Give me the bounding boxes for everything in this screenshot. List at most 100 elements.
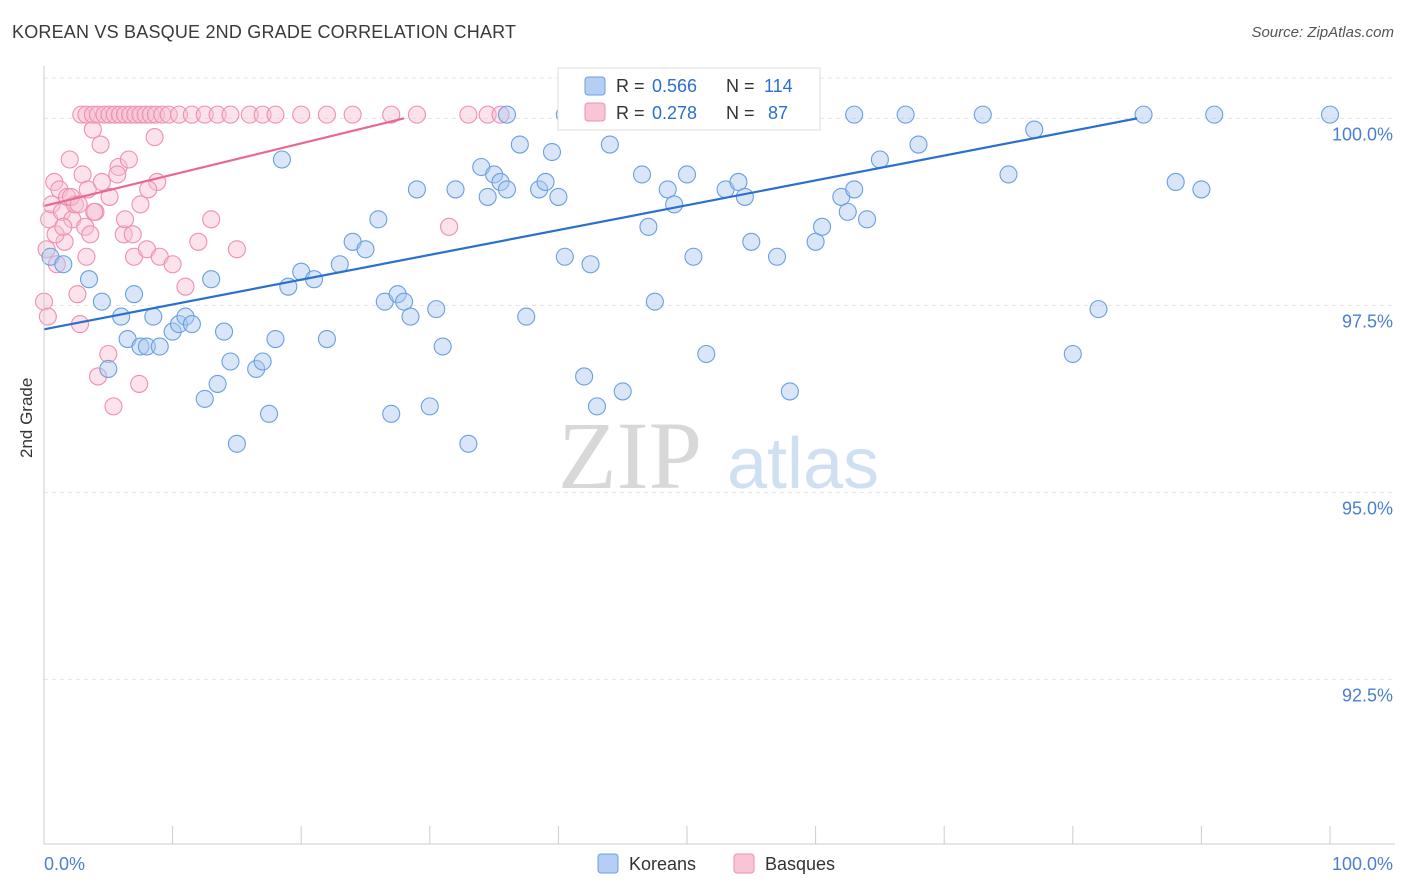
koreans-point	[684, 247, 703, 266]
koreans-point	[182, 315, 201, 334]
grid-layer	[44, 77, 1395, 680]
koreans-point	[202, 270, 221, 289]
basques-point	[292, 105, 311, 124]
koreans-point	[433, 337, 452, 356]
koreans-point	[1089, 300, 1108, 319]
y-tick-label: 95.0%	[1342, 498, 1393, 518]
basques-point	[119, 150, 138, 169]
basques-point	[407, 105, 426, 124]
koreans-point	[124, 285, 144, 304]
koreans-point	[517, 307, 536, 326]
basques-point	[104, 397, 123, 416]
basques-point	[131, 105, 150, 124]
basques-point	[145, 128, 164, 147]
koreans-point	[1192, 180, 1211, 199]
koreans-n-value: 114	[764, 76, 793, 96]
koreans-point	[99, 359, 118, 379]
koreans-point	[131, 337, 150, 356]
koreans-point	[272, 150, 291, 169]
basques-swatch	[584, 102, 606, 122]
basques-point	[189, 232, 208, 251]
basques-point	[478, 105, 497, 124]
koreans-point	[266, 329, 285, 349]
basques-n-label: N =	[726, 103, 755, 123]
basques-n-value: 87	[768, 103, 788, 123]
basques-point	[176, 277, 195, 296]
watermark: ZIP atlas	[558, 402, 879, 509]
koreans-point	[247, 359, 266, 379]
koreans-point	[587, 397, 607, 416]
basques-point	[38, 307, 57, 326]
koreans-point	[407, 180, 426, 199]
koreans-r-label: R =	[616, 76, 645, 96]
koreans-point	[446, 180, 465, 199]
basques-point	[317, 105, 336, 124]
koreans-point	[896, 105, 915, 124]
basques-trend-line	[43, 117, 405, 207]
x-tick-label: 100.0%	[1332, 854, 1393, 874]
basques-point	[139, 180, 158, 199]
koreans-point	[530, 180, 549, 199]
koreans-point	[780, 382, 799, 401]
chart-title: KOREAN VS BASQUE 2ND GRADE CORRELATION C…	[12, 22, 517, 42]
basques-point	[109, 157, 128, 177]
koreans-point	[639, 217, 658, 236]
basques-point	[240, 105, 259, 124]
basques-point	[108, 165, 127, 184]
basques-point	[47, 255, 66, 274]
basques-point	[95, 105, 114, 124]
koreans-point	[697, 344, 716, 364]
trend-lines	[43, 117, 1138, 331]
koreans-point	[581, 255, 600, 274]
basques-point	[121, 105, 140, 124]
koreans-point	[491, 172, 510, 192]
basques-point	[182, 105, 201, 124]
legend-koreans-swatch	[597, 853, 619, 874]
basques-point	[440, 217, 459, 236]
watermark-zip: ZIP	[558, 402, 702, 509]
basques-point	[146, 105, 165, 124]
koreans-r-value: 0.566	[652, 76, 697, 96]
koreans-point	[388, 285, 407, 304]
koreans-point	[658, 180, 677, 199]
basques-point	[221, 105, 240, 124]
series-legend: Koreans Basques	[597, 853, 835, 874]
basques-point	[54, 217, 73, 236]
basques-r-value: 0.278	[652, 103, 697, 123]
basques-point	[46, 225, 65, 244]
basques-point	[99, 344, 118, 364]
koreans-point	[259, 404, 279, 423]
koreans-point	[485, 165, 504, 184]
basques-point	[123, 225, 142, 244]
basques-point	[343, 105, 362, 124]
koreans-point	[214, 322, 234, 341]
koreans-point	[742, 232, 761, 251]
x-tick-label: 0.0%	[44, 854, 85, 874]
koreans-point	[459, 434, 478, 453]
koreans-point	[169, 315, 189, 334]
koreans-point	[79, 270, 99, 289]
koreans-point	[420, 397, 439, 416]
source-attribution: Source: ZipAtlas.com	[1251, 24, 1394, 41]
y-tick-label: 92.5%	[1342, 685, 1393, 705]
koreans-n-label: N =	[726, 76, 755, 96]
koreans-point	[729, 172, 748, 192]
koreans-point	[677, 165, 697, 184]
koreans-point	[1134, 105, 1153, 124]
koreans-point	[1063, 344, 1082, 364]
basques-point	[208, 105, 227, 124]
koreans-point	[845, 180, 864, 199]
basques-point	[85, 202, 104, 221]
basques-point	[491, 105, 510, 124]
koreans-point	[1320, 105, 1340, 124]
koreans-swatch	[584, 76, 606, 96]
koreans-point	[163, 322, 182, 341]
basques-point	[227, 240, 246, 259]
koreans-point	[478, 187, 497, 206]
basques-point	[100, 105, 119, 124]
koreans-point	[857, 210, 877, 229]
basques-point	[91, 135, 110, 154]
koreans-point	[144, 307, 163, 326]
koreans-point	[542, 142, 562, 162]
